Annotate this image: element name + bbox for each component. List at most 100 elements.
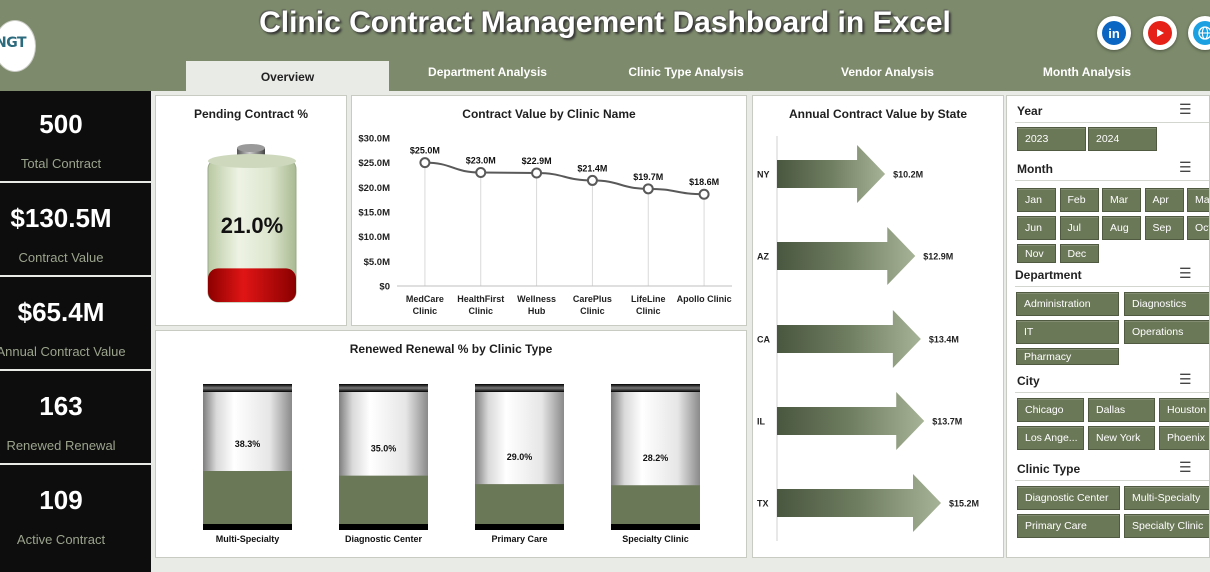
cylinder-fill: [203, 470, 292, 525]
battery-level-fill: [208, 268, 296, 302]
x-tick-label: Clinic: [580, 306, 605, 316]
arrow-bar: [777, 227, 916, 285]
slicer-department-item[interactable]: Pharmacy: [1016, 348, 1119, 365]
kpi-label: Total Contract: [20, 156, 102, 171]
slicer-department-item[interactable]: Administration: [1016, 292, 1119, 316]
cylinder-cap-bottom: [611, 524, 700, 530]
slicer-clinic-type-item[interactable]: Specialty Clinic: [1124, 514, 1209, 538]
slicer-month-item[interactable]: Jan: [1017, 188, 1056, 212]
battery-top: [208, 154, 296, 168]
linkedin-icon[interactable]: in: [1097, 16, 1131, 50]
y-tick-label: $25.0M: [358, 158, 390, 169]
y-tick-label: $0: [379, 282, 390, 293]
slicer-clinic-type-item[interactable]: Diagnostic Center: [1017, 486, 1120, 510]
chart-title: Contract Value by Clinic Name: [462, 107, 636, 121]
tab-department-analysis[interactable]: Department Analysis: [428, 65, 547, 79]
kpi-annual-contract-value: $65.4M Annual Contract Value: [0, 279, 151, 371]
youtube-icon[interactable]: [1143, 16, 1177, 50]
multi-select-icon[interactable]: ☰: [1179, 159, 1192, 175]
battery-terminal-top: [237, 144, 265, 152]
slicer-clinic-type-item[interactable]: Primary Care: [1017, 514, 1120, 538]
slicer-year-label: Year: [1017, 104, 1043, 118]
slicer-month-item[interactable]: Sep: [1144, 216, 1184, 240]
slicer-month-item[interactable]: Feb: [1059, 188, 1099, 212]
slicer-department-label: Department: [1015, 268, 1082, 282]
slicer-clinic-type-label: Clinic Type: [1017, 462, 1081, 476]
tab-clinic-type-analysis[interactable]: Clinic Type Analysis: [628, 65, 744, 79]
x-tick-label: Specialty Clinic: [622, 534, 689, 544]
data-point: [475, 167, 487, 179]
data-label: $23.0M: [466, 156, 496, 166]
data-label: $21.4M: [577, 163, 607, 173]
slicer-city-item[interactable]: Chicago: [1017, 398, 1084, 422]
cylinder-cap-top: [203, 384, 292, 392]
arrow-bar: [777, 145, 886, 203]
slicer-department-item[interactable]: IT: [1016, 320, 1119, 344]
globe-icon[interactable]: [1188, 16, 1210, 50]
x-tick-label: MedCare: [406, 294, 444, 304]
slicer-clinic-type-item[interactable]: Multi-Specialty: [1124, 486, 1209, 510]
data-label: $18.6M: [689, 177, 719, 187]
kpi-label: Active Contract: [16, 532, 106, 547]
slicer-city-item[interactable]: Houston: [1159, 398, 1209, 422]
company-logo: NGT: [0, 20, 36, 72]
pending-contract-card: Pending Contract % 21: [155, 95, 347, 326]
data-label: $13.4M: [929, 335, 959, 345]
slicer-month-item[interactable]: Apr: [1144, 188, 1184, 212]
cylinder-bar-chart: 38.3% Multi-Specialty 35.0% Diagnostic Cent…: [203, 384, 700, 544]
multi-select-icon[interactable]: ☰: [1179, 265, 1192, 281]
y-tick-label: $15.0M: [358, 208, 390, 219]
slicer-city-item[interactable]: Los Ange...: [1017, 426, 1084, 450]
multi-select-icon[interactable]: ☰: [1179, 371, 1192, 387]
y-tick-label: $5.0M: [364, 257, 390, 268]
slicer-city-item[interactable]: Dallas: [1088, 398, 1155, 422]
kpi-label: Annual Contract Value: [0, 344, 126, 359]
cylinder-cap-bottom: [475, 524, 564, 530]
slicer-month-item[interactable]: Mar: [1102, 188, 1141, 212]
slicer-month-item[interactable]: Nov: [1017, 244, 1056, 263]
cylinder-fill: [475, 484, 564, 525]
slicer-month-item[interactable]: Jul: [1059, 216, 1099, 240]
kpi-column: 500 Total Contract $130.5M Contract Valu…: [0, 91, 151, 572]
cylinder-cap-top: [339, 384, 428, 392]
chart-title: Renewed Renewal % by Clinic Type: [349, 342, 553, 356]
slicer-department-item[interactable]: Operations: [1124, 320, 1209, 344]
x-tick-label: Diagnostic Center: [345, 534, 423, 544]
kpi-value: $65.4M: [17, 297, 105, 327]
slicer-month-item[interactable]: May: [1187, 188, 1209, 212]
arrow-bar: [777, 392, 925, 450]
slicer-month-item[interactable]: Dec: [1059, 244, 1099, 263]
tab-overview[interactable]: Overview: [186, 61, 389, 92]
y-tick-label: CA: [757, 335, 770, 345]
arrow-bar: [777, 310, 921, 368]
data-label: 29.0%: [507, 452, 533, 462]
slicer-month-item[interactable]: Jun: [1017, 216, 1056, 240]
data-label: 38.3%: [235, 439, 261, 449]
x-tick-label: Primary Care: [491, 534, 547, 544]
tab-vendor-analysis[interactable]: Vendor Analysis: [841, 65, 934, 79]
slicer-year-item[interactable]: 2024: [1088, 127, 1157, 151]
x-tick-label: CarePlus: [573, 294, 612, 304]
kpi-label: Contract Value: [18, 250, 104, 265]
logo-text: NGT: [0, 35, 27, 51]
slicer-month-item[interactable]: Aug: [1102, 216, 1141, 240]
multi-select-icon[interactable]: ☰: [1179, 101, 1192, 117]
slicer-city-item[interactable]: New York: [1088, 426, 1155, 450]
chart-title: Annual Contract Value by State: [788, 107, 968, 121]
slicer-department-item[interactable]: Diagnostics: [1124, 292, 1209, 316]
data-point: [531, 167, 543, 179]
y-tick-label: NY: [757, 170, 770, 180]
page-title: Clinic Contract Management Dashboard in …: [259, 6, 951, 39]
multi-select-icon[interactable]: ☰: [1179, 459, 1192, 475]
kpi-renewed-renewal: 163 Renewed Renewal: [0, 373, 151, 465]
x-tick-label: HealthFirst: [457, 294, 504, 304]
y-tick-label: IL: [757, 417, 766, 427]
kpi-label: Renewed Renewal: [6, 438, 116, 453]
tab-month-analysis[interactable]: Month Analysis: [1042, 65, 1132, 79]
tab-bar: Overview Department Analysis Clinic Type…: [186, 60, 1185, 92]
kpi-active-contract: 109 Active Contract: [0, 467, 151, 559]
slicer-city-item[interactable]: Phoenix: [1159, 426, 1209, 450]
slicer-year-item[interactable]: 2023: [1017, 127, 1086, 151]
slicer-month-item[interactable]: Oct: [1187, 216, 1209, 240]
y-tick-label: AZ: [757, 252, 769, 262]
